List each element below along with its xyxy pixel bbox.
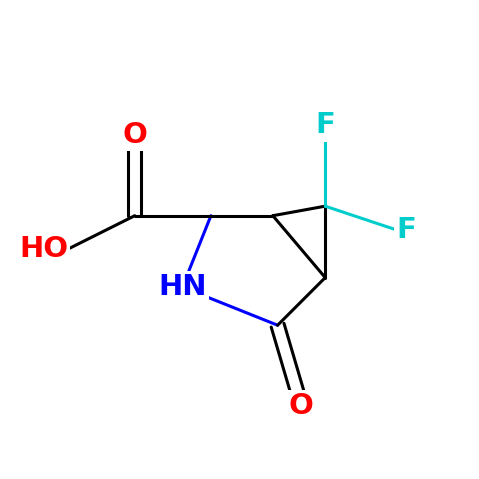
Text: F: F (315, 111, 335, 139)
Text: F: F (397, 216, 417, 244)
Text: O: O (289, 392, 314, 420)
Text: O: O (122, 121, 147, 149)
Text: HO: HO (19, 235, 68, 263)
Text: HN: HN (158, 273, 206, 301)
